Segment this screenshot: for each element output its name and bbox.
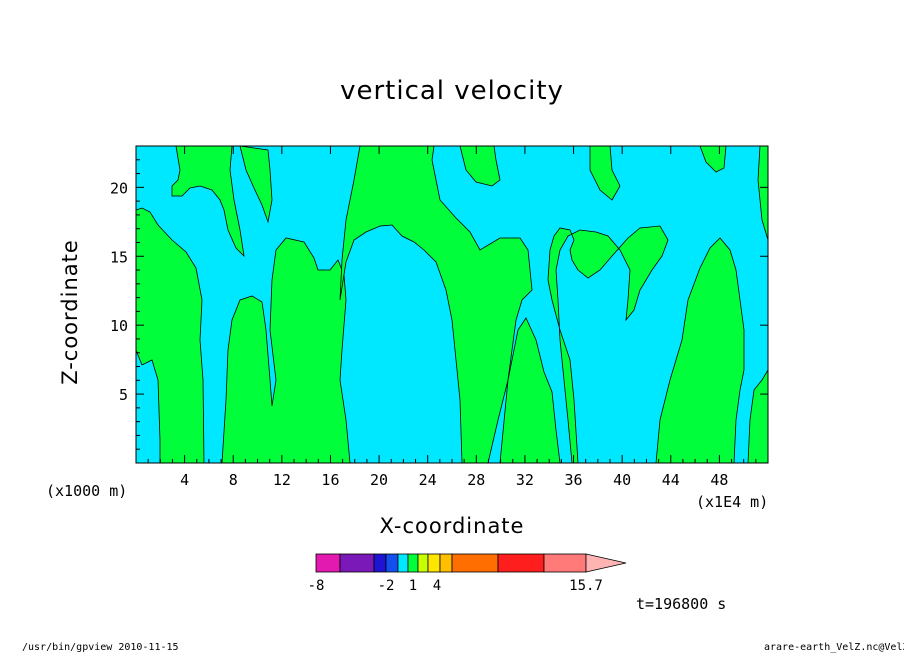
colorbar-label: -8 xyxy=(308,578,325,594)
x-tick-label: 32 xyxy=(516,471,534,489)
colorbar-swatch xyxy=(439,553,453,573)
x-axis-label: X-coordinate xyxy=(379,514,525,538)
colorbar-swatch xyxy=(315,553,341,573)
colorbar-swatch xyxy=(417,553,429,573)
colorbar-swatch xyxy=(427,553,441,573)
positive-region-right-center xyxy=(499,317,561,464)
x-unit-left: (x1000 m) xyxy=(46,482,128,500)
colorbar-swatch xyxy=(451,553,499,573)
footer-right: arare-earth_VelZ.nc@VelZ xyxy=(764,642,904,653)
x-tick-label: 8 xyxy=(229,471,238,489)
y-tick-label: 15 xyxy=(110,248,128,266)
y-tick-label: 10 xyxy=(110,317,128,335)
positive-region-top-center xyxy=(239,145,273,224)
x-tick-label: 36 xyxy=(565,471,583,489)
x-tick-label: 20 xyxy=(370,471,388,489)
x-tick-label: 48 xyxy=(710,471,728,489)
colorbar-label: 4 xyxy=(433,578,441,594)
x-tick-label: 44 xyxy=(662,471,680,489)
positive-region-far-right-top xyxy=(589,145,621,201)
positive-region-right xyxy=(547,225,669,464)
x-tick-label: 4 xyxy=(180,471,189,489)
colorbar-swatch xyxy=(543,553,587,573)
colorbar-swatch xyxy=(339,553,375,573)
colorbar-swatch xyxy=(407,553,419,573)
colorbar-label: 15.7 xyxy=(569,578,603,594)
positive-region-lower-left xyxy=(221,237,351,464)
x-tick-label: 16 xyxy=(321,471,339,489)
positive-region-left xyxy=(135,207,205,464)
colorbar-label: -2 xyxy=(378,578,395,594)
x-tick-label: 40 xyxy=(613,471,631,489)
colorbar-swatch xyxy=(497,553,545,573)
x-tick-label: 12 xyxy=(273,471,291,489)
x-tick-label: 28 xyxy=(467,471,485,489)
positive-region-far-right xyxy=(655,237,745,464)
footer-left: /usr/bin/gpview 2010-11-15 xyxy=(22,642,179,653)
colorbar-arrow xyxy=(585,553,627,573)
y-tick-label: 20 xyxy=(110,179,128,197)
x-tick-label: 24 xyxy=(419,471,437,489)
positive-region-top-mid xyxy=(171,145,245,258)
colorbar-swatch xyxy=(397,553,409,573)
time-label: t=196800 s xyxy=(636,595,727,613)
positive-region-top-right xyxy=(459,145,501,187)
x-unit-right: (x1E4 m) xyxy=(696,493,769,511)
colorbar-swatch xyxy=(373,553,387,573)
positive-regions xyxy=(135,145,769,464)
y-tick-label: 5 xyxy=(119,386,128,404)
colorbar-swatch xyxy=(385,553,399,573)
chart-title: vertical velocity xyxy=(340,76,564,106)
colorbar: -8 -2 1 4 15.7 xyxy=(308,553,627,594)
colorbar-label: 1 xyxy=(409,578,417,594)
